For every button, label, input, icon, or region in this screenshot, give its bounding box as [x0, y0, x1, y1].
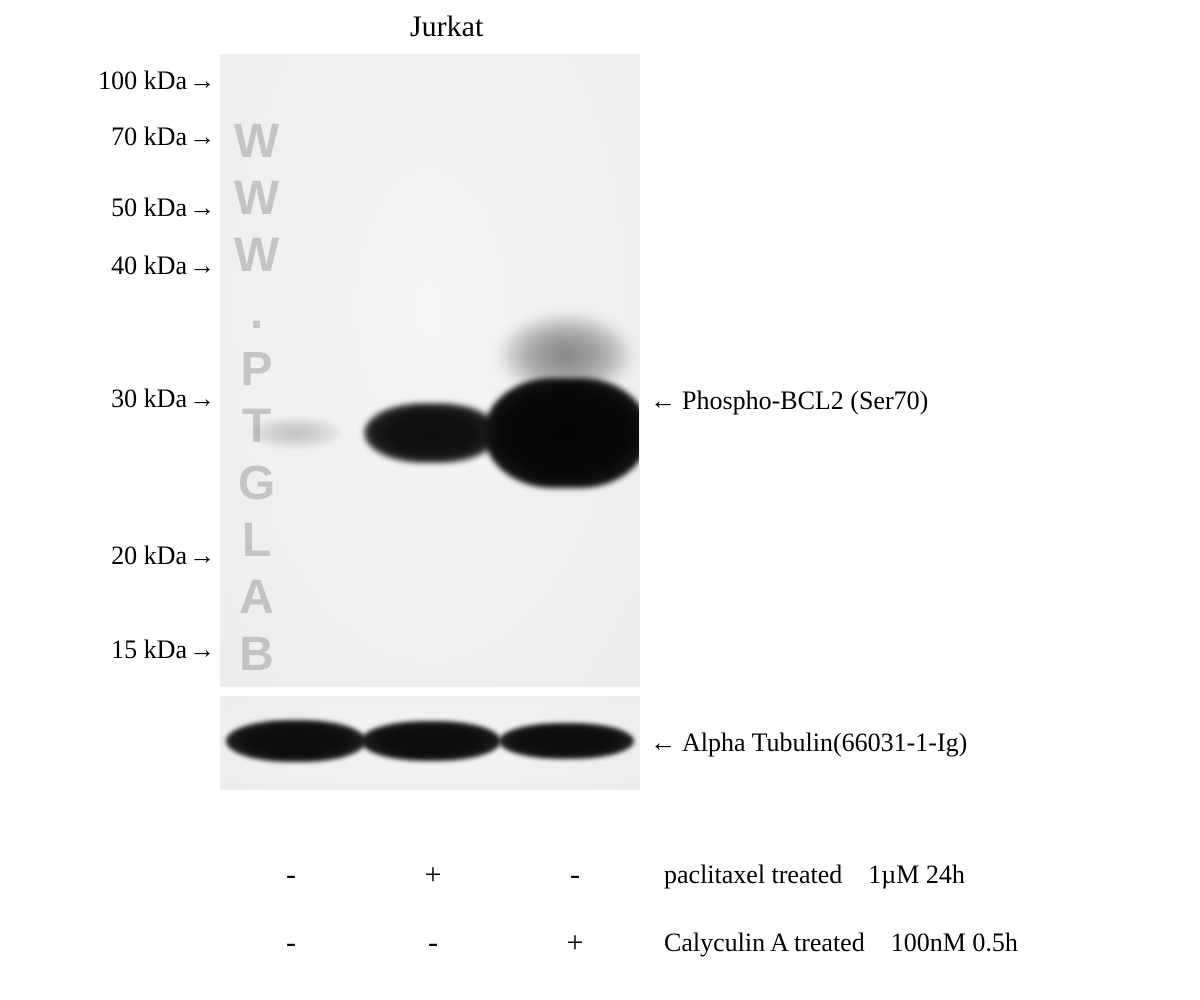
target-label-tubulin: ←Alpha Tubulin(66031-1-Ig) — [650, 728, 967, 758]
arrow-right-icon: → — [189, 122, 215, 152]
blot-area: Jurkat 100 kDa→ 70 kDa→ 50 kDa→ 40 kDa→ … — [100, 10, 1100, 790]
cell-line-label: Jurkat — [410, 10, 483, 44]
arrow-left-icon: ← — [650, 728, 676, 758]
arrow-left-icon: ← — [650, 386, 676, 416]
arrow-right-icon: → — [189, 251, 215, 281]
mw-marker-label: 15 kDa — [111, 635, 187, 664]
lane-symbol: + — [504, 926, 646, 960]
treatment-row: - - + Calyculin A treated 100nM 0.5h — [220, 920, 1120, 966]
arrow-right-icon: → — [189, 66, 215, 96]
mw-marker: 70 kDa→ — [85, 122, 215, 152]
mw-marker-label: 40 kDa — [111, 251, 187, 280]
arrow-right-icon: → — [189, 384, 215, 414]
treatment-row: - + - paclitaxel treated 1µM 24h — [220, 852, 1120, 898]
arrow-right-icon: → — [189, 635, 215, 665]
western-blot-figure: Jurkat 100 kDa→ 70 kDa→ 50 kDa→ 40 kDa→ … — [100, 10, 1100, 790]
mw-marker: 15 kDa→ — [85, 635, 215, 665]
band-lane2-pbcl2 — [364, 403, 499, 463]
target-label-pbcl2: ←Phospho-BCL2 (Ser70) — [650, 386, 928, 416]
lane-symbol: - — [220, 858, 362, 892]
lane-symbol: - — [504, 858, 646, 892]
treatment-label: paclitaxel treated — [664, 860, 842, 890]
treatment-condition: 1µM 24h — [868, 860, 965, 890]
band-lane3-pbcl2 — [484, 378, 640, 488]
treatment-condition: 100nM 0.5h — [891, 928, 1018, 958]
mw-marker: 100 kDa→ — [85, 66, 215, 96]
arrow-right-icon: → — [189, 541, 215, 571]
band-lane2-tubulin — [361, 721, 501, 761]
control-blot-membrane — [220, 696, 640, 790]
mw-marker: 40 kDa→ — [85, 251, 215, 281]
band-lane1-tubulin — [226, 720, 366, 762]
band-lane3-tubulin — [499, 723, 634, 759]
main-blot-membrane: WWW.PTGLAB.COM — [220, 54, 640, 687]
lane-symbol: - — [220, 926, 362, 960]
mw-marker: 50 kDa→ — [85, 193, 215, 223]
treatment-table: - + - paclitaxel treated 1µM 24h - - + C… — [220, 830, 1120, 966]
mw-marker-label: 30 kDa — [111, 384, 187, 413]
mw-marker: 20 kDa→ — [85, 541, 215, 571]
mw-marker-label: 20 kDa — [111, 541, 187, 570]
lane-symbol: - — [362, 926, 504, 960]
mw-marker-label: 70 kDa — [111, 122, 187, 151]
lane-symbol: + — [362, 858, 504, 892]
band-lane1-pbcl2 — [251, 418, 341, 448]
mw-marker: 30 kDa→ — [85, 384, 215, 414]
target-label-text: Alpha Tubulin(66031-1-Ig) — [682, 728, 967, 757]
target-label-text: Phospho-BCL2 (Ser70) — [682, 386, 928, 415]
arrow-right-icon: → — [189, 193, 215, 223]
treatment-label: Calyculin A treated — [664, 928, 865, 958]
mw-marker-label: 50 kDa — [111, 193, 187, 222]
mw-marker-label: 100 kDa — [98, 66, 187, 95]
